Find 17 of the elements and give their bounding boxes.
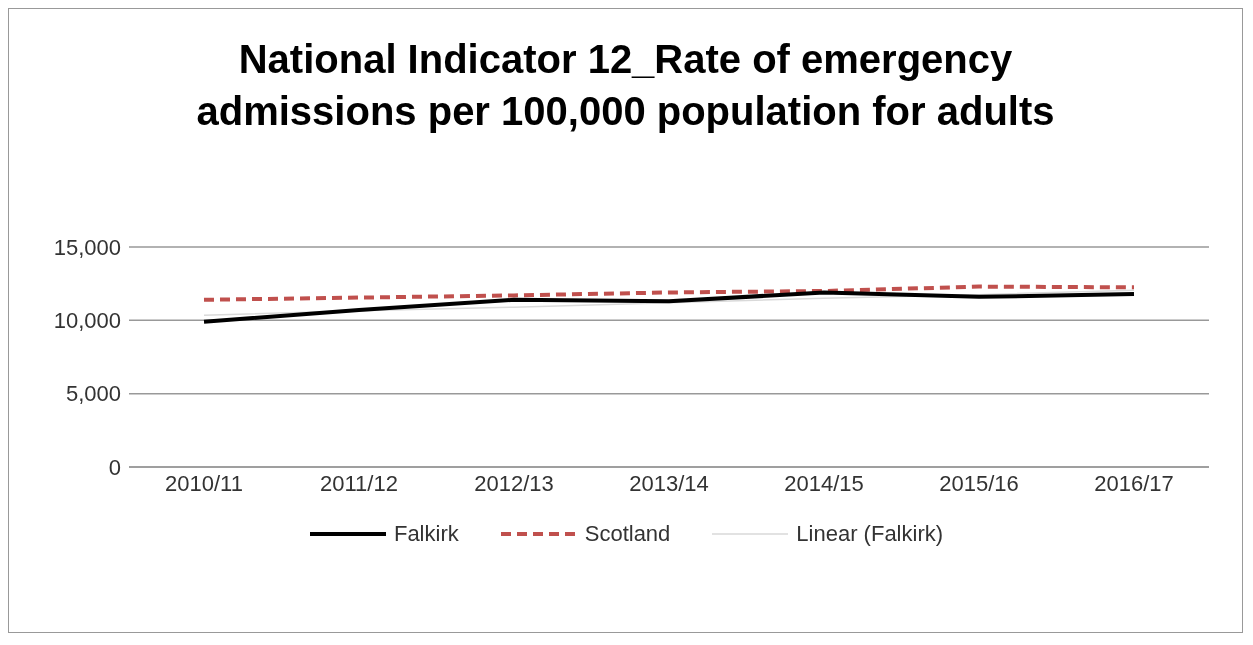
- x-tick-label: 2015/16: [939, 470, 1019, 496]
- y-tick-label: 5,000: [65, 381, 121, 407]
- y-tick-label: 0: [108, 454, 121, 480]
- y-tick-label: 15,000: [53, 234, 121, 260]
- x-tick-label: 2010/11: [165, 470, 243, 496]
- legend-label: Scotland: [584, 521, 671, 547]
- legend-label: Falkirk: [393, 521, 459, 547]
- y-tick-label: 10,000: [53, 308, 121, 334]
- x-tick-label: 2011/12: [320, 470, 398, 496]
- chart-title: National Indicator 12_Rate of emergency admissions per 100,000 population for adults: [195, 36, 1056, 135]
- line-series: [202, 290, 1136, 324]
- x-tick-label: 2014/15: [784, 470, 864, 496]
- x-tick-label: 2012/13: [474, 470, 554, 496]
- x-tick-label: 2013/14: [629, 470, 709, 496]
- line-series: [202, 284, 1136, 302]
- legend-label: Linear (Falkirk): [796, 521, 944, 547]
- x-tick-label: 2016/17: [1094, 470, 1174, 496]
